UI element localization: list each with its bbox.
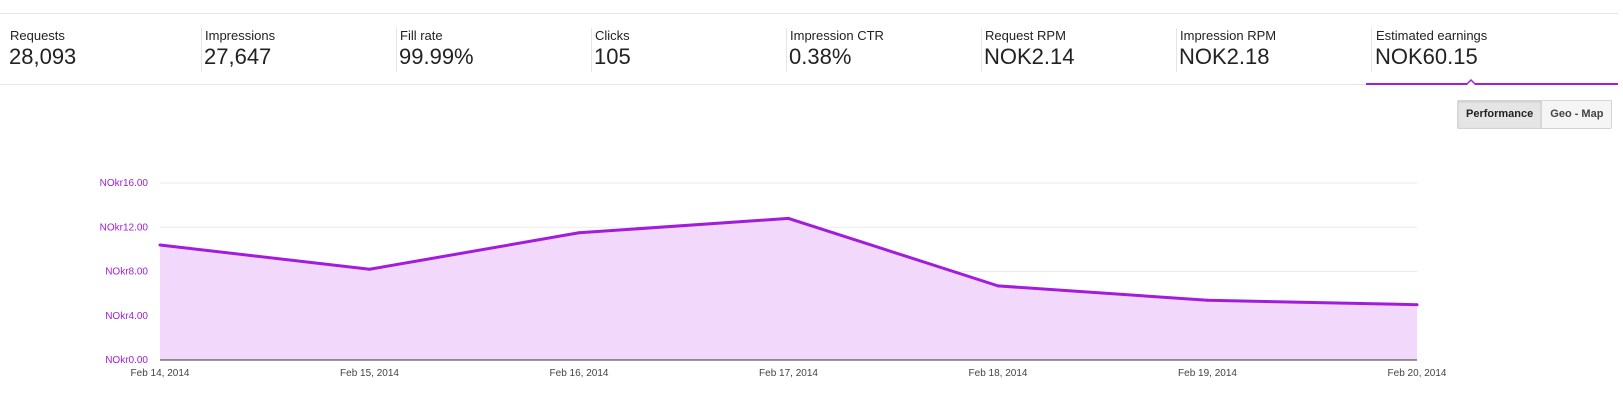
data-point	[577, 231, 581, 235]
metric-value: 0.38%	[789, 44, 852, 69]
metric-value: 27,647	[204, 44, 272, 69]
series-area	[160, 218, 1417, 360]
x-tick-label: Feb 17, 2014	[759, 368, 818, 379]
metrics-bar: Requests 28,093 Impressions 27,647 Fill …	[0, 13, 1618, 85]
data-point	[996, 284, 1000, 288]
metric-divider	[981, 28, 982, 72]
metric-divider	[786, 28, 787, 72]
metric-fill-rate[interactable]: Fill rate 99.99%	[390, 14, 592, 84]
x-tick-label: Feb 14, 2014	[131, 368, 190, 379]
performance-button[interactable]: Performance	[1458, 101, 1543, 128]
metric-impression-ctr[interactable]: Impression CTR 0.38%	[780, 14, 982, 84]
earnings-chart: NOkr0.00 NOkr4.00 NOkr8.00 NOkr12.00 NOkr16.…	[100, 178, 1447, 379]
data-point	[1415, 303, 1419, 307]
x-tick-label: Feb 19, 2014	[1178, 368, 1237, 379]
data-point	[368, 267, 371, 271]
metric-label: Clicks	[595, 28, 630, 43]
y-tick-label: NOkr4.00	[105, 311, 148, 322]
metric-impressions[interactable]: Impressions 27,647	[195, 14, 397, 84]
metric-value: 99.99%	[399, 44, 474, 69]
metric-value: NOK2.18	[1179, 44, 1270, 69]
x-tick-label: Feb 16, 2014	[550, 368, 609, 379]
y-tick-label: NOkr12.00	[100, 222, 149, 233]
metric-label: Estimated earnings	[1376, 28, 1488, 43]
metric-clicks[interactable]: Clicks 105	[585, 14, 787, 84]
y-tick-label: NOkr16.00	[100, 178, 149, 189]
x-tick-label: Feb 15, 2014	[340, 368, 399, 379]
metric-label: Impressions	[205, 28, 276, 43]
metric-value: 28,093	[9, 44, 77, 69]
metric-value: 105	[594, 44, 631, 69]
metric-label: Requests	[10, 28, 65, 43]
data-point	[787, 216, 790, 220]
metric-requests[interactable]: Requests 28,093	[0, 14, 202, 84]
y-tick-label: NOkr8.00	[105, 267, 148, 278]
metric-label: Request RPM	[985, 28, 1066, 43]
data-point	[1206, 298, 1209, 302]
metric-divider	[1371, 28, 1372, 72]
metric-label: Fill rate	[400, 28, 443, 43]
data-point	[158, 243, 162, 247]
metric-divider	[591, 28, 592, 72]
metric-label: Impression RPM	[1180, 28, 1277, 43]
metric-estimated-earnings[interactable]: Estimated earnings NOK60.15	[1366, 14, 1618, 85]
metric-value: NOK2.14	[984, 44, 1075, 69]
metric-divider	[396, 28, 397, 72]
x-tick-label: Feb 18, 2014	[969, 368, 1028, 379]
geo-map-button[interactable]: Geo - Map	[1542, 101, 1612, 128]
y-tick-label: NOkr0.00	[105, 355, 148, 366]
metric-divider	[201, 28, 202, 72]
metric-impression-rpm[interactable]: Impression RPM NOK2.18	[1170, 14, 1372, 84]
metric-label: Impression CTR	[790, 28, 884, 43]
active-metric-caret-inner	[1467, 81, 1475, 85]
x-tick-label: Feb 20, 2014	[1388, 368, 1447, 379]
metric-value: NOK60.15	[1375, 44, 1478, 69]
metric-divider	[1176, 28, 1177, 72]
view-toggle: Performance Geo - Map	[1457, 100, 1613, 129]
metric-request-rpm[interactable]: Request RPM NOK2.14	[975, 14, 1177, 84]
